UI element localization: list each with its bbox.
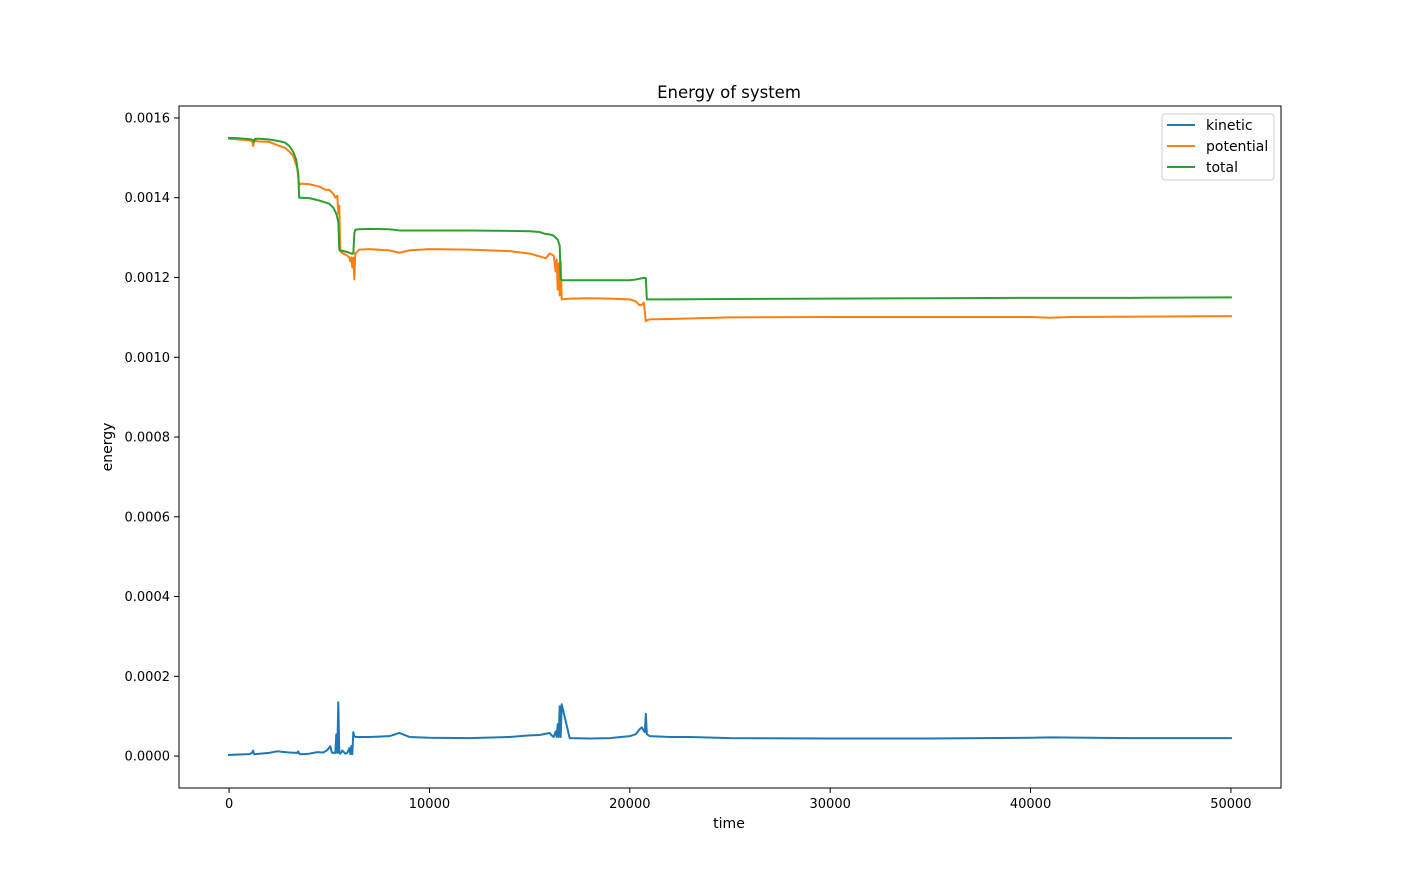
x-axis-ticks: 0 10000 20000 30000 40000 50000 bbox=[225, 788, 1252, 812]
series-line-total bbox=[228, 136, 1232, 301]
y-tick-label: 0.0010 bbox=[125, 351, 171, 366]
y-tick-label: 0.0014 bbox=[125, 191, 171, 206]
x-tick-label: 0 bbox=[225, 797, 233, 812]
plot-frame bbox=[178, 105, 1282, 789]
legend-box bbox=[1161, 113, 1275, 181]
y-axis-label: energy bbox=[100, 423, 116, 472]
legend-label-total: total bbox=[1206, 160, 1238, 176]
x-tick-label: 30000 bbox=[810, 797, 851, 812]
legend: kinetic potential total bbox=[1161, 113, 1275, 181]
x-tick-label: 40000 bbox=[1010, 797, 1051, 812]
y-tick-label: 0.0008 bbox=[125, 431, 171, 446]
series-line-kinetic bbox=[228, 701, 1232, 756]
y-tick-label: 0.0006 bbox=[125, 510, 171, 525]
y-tick-label: 0.0012 bbox=[125, 271, 171, 286]
y-tick-label: 0.0002 bbox=[125, 670, 171, 685]
x-tick-label: 10000 bbox=[409, 797, 450, 812]
chart-title: Energy of system bbox=[657, 83, 801, 102]
series-line-potential bbox=[228, 137, 1232, 323]
legend-label-potential: potential bbox=[1206, 139, 1268, 155]
y-axis-ticks: 0.0000 0.0002 0.0004 0.0006 0.0008 0.0010 0.00… bbox=[125, 111, 179, 765]
x-axis-label: time bbox=[713, 816, 745, 832]
y-tick-label: 0.0000 bbox=[125, 750, 171, 765]
x-tick-label: 50000 bbox=[1210, 797, 1251, 812]
legend-label-kinetic: kinetic bbox=[1206, 118, 1253, 134]
x-tick-label: 20000 bbox=[609, 797, 650, 812]
y-tick-label: 0.0016 bbox=[125, 111, 171, 126]
series-layer bbox=[228, 136, 1232, 756]
y-tick-label: 0.0004 bbox=[125, 590, 171, 605]
